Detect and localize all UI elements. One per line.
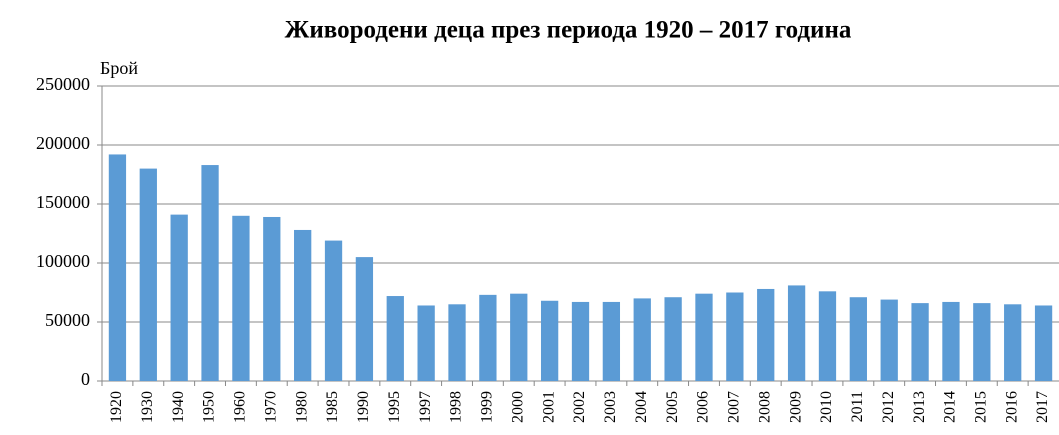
bar [294, 229, 312, 381]
x-tick-label: 1995 [386, 391, 403, 423]
x-tick-label: 2008 [756, 391, 773, 423]
y-tick-label: 200000 [36, 133, 90, 153]
bar [818, 291, 837, 381]
x-tick-label: 1920 [108, 391, 125, 423]
bar [880, 299, 898, 381]
bar [633, 298, 651, 381]
bar [942, 301, 960, 381]
bar [571, 301, 590, 381]
x-tick-label: 2016 [1003, 391, 1020, 423]
bar [540, 300, 559, 381]
bar [602, 301, 621, 381]
bar [324, 240, 343, 381]
x-tick-label: 2015 [972, 391, 989, 423]
bar [263, 216, 281, 381]
x-tick-label: 2013 [911, 391, 928, 423]
chart-title: Живородени деца през периода 1920 – 2017… [285, 17, 852, 44]
x-tick-label: 2001 [540, 391, 557, 423]
x-tick-label: 2004 [633, 391, 650, 423]
bar [201, 165, 219, 381]
x-tick-label: 2009 [787, 391, 804, 423]
x-tick-label: 1985 [324, 391, 341, 423]
bar [1004, 304, 1022, 381]
x-tick-label: 2011 [849, 391, 866, 422]
bar [355, 257, 374, 381]
bar [695, 293, 713, 381]
x-tick-label: 2002 [571, 391, 588, 423]
x-tick-label: 2012 [880, 391, 897, 423]
bar [787, 285, 806, 381]
bar [757, 288, 775, 381]
x-tick-label: 2005 [664, 391, 681, 423]
y-tick-label: 0 [81, 369, 90, 389]
x-tick-label: 1999 [479, 391, 496, 423]
bar [108, 154, 127, 381]
x-tick-label: 1990 [355, 391, 372, 423]
x-tick-label: 2014 [942, 391, 959, 423]
bar [510, 293, 528, 381]
bar [386, 296, 404, 381]
bar [973, 303, 991, 381]
bar [170, 214, 188, 381]
bar [911, 303, 929, 381]
x-tick-label: 1998 [448, 391, 465, 423]
x-tick-label: 2010 [818, 391, 835, 423]
bar [726, 292, 744, 381]
bar [849, 297, 867, 381]
x-tick-label: 1930 [139, 391, 156, 423]
bar [448, 304, 466, 381]
x-tick-label: 1997 [417, 391, 434, 423]
bar [1034, 305, 1053, 381]
y-tick-label: 250000 [36, 74, 90, 94]
y-tick-label: 150000 [36, 192, 90, 212]
bar [139, 168, 157, 381]
y-tick-label: 100000 [36, 251, 90, 271]
x-tick-label: 2006 [695, 391, 712, 423]
x-tick-label: 2007 [726, 391, 743, 423]
x-tick-label: 1960 [232, 391, 249, 423]
y-axis-label: Брой [100, 58, 138, 78]
x-tick-label: 1970 [262, 391, 279, 423]
x-tick-label: 1980 [293, 391, 310, 423]
x-tick-label: 1940 [170, 391, 187, 423]
x-tick-label: 2000 [509, 391, 526, 423]
y-tick-label: 50000 [45, 310, 90, 330]
bar [417, 305, 435, 381]
x-tick-label: 2003 [602, 391, 619, 423]
x-tick-label: 1950 [201, 391, 218, 423]
x-tick-label: 2017 [1034, 391, 1051, 423]
bar [479, 294, 497, 381]
bar [232, 215, 250, 381]
bar [664, 297, 682, 381]
